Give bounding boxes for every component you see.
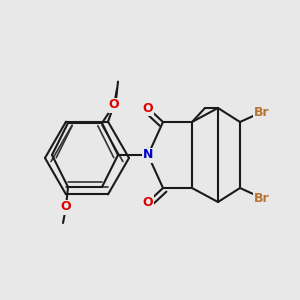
Text: O: O xyxy=(143,101,153,115)
Text: N: N xyxy=(143,148,153,161)
Text: Br: Br xyxy=(254,106,270,118)
Text: O: O xyxy=(143,196,153,208)
Text: O: O xyxy=(61,200,71,214)
Text: O: O xyxy=(109,98,119,112)
Text: Br: Br xyxy=(254,191,270,205)
